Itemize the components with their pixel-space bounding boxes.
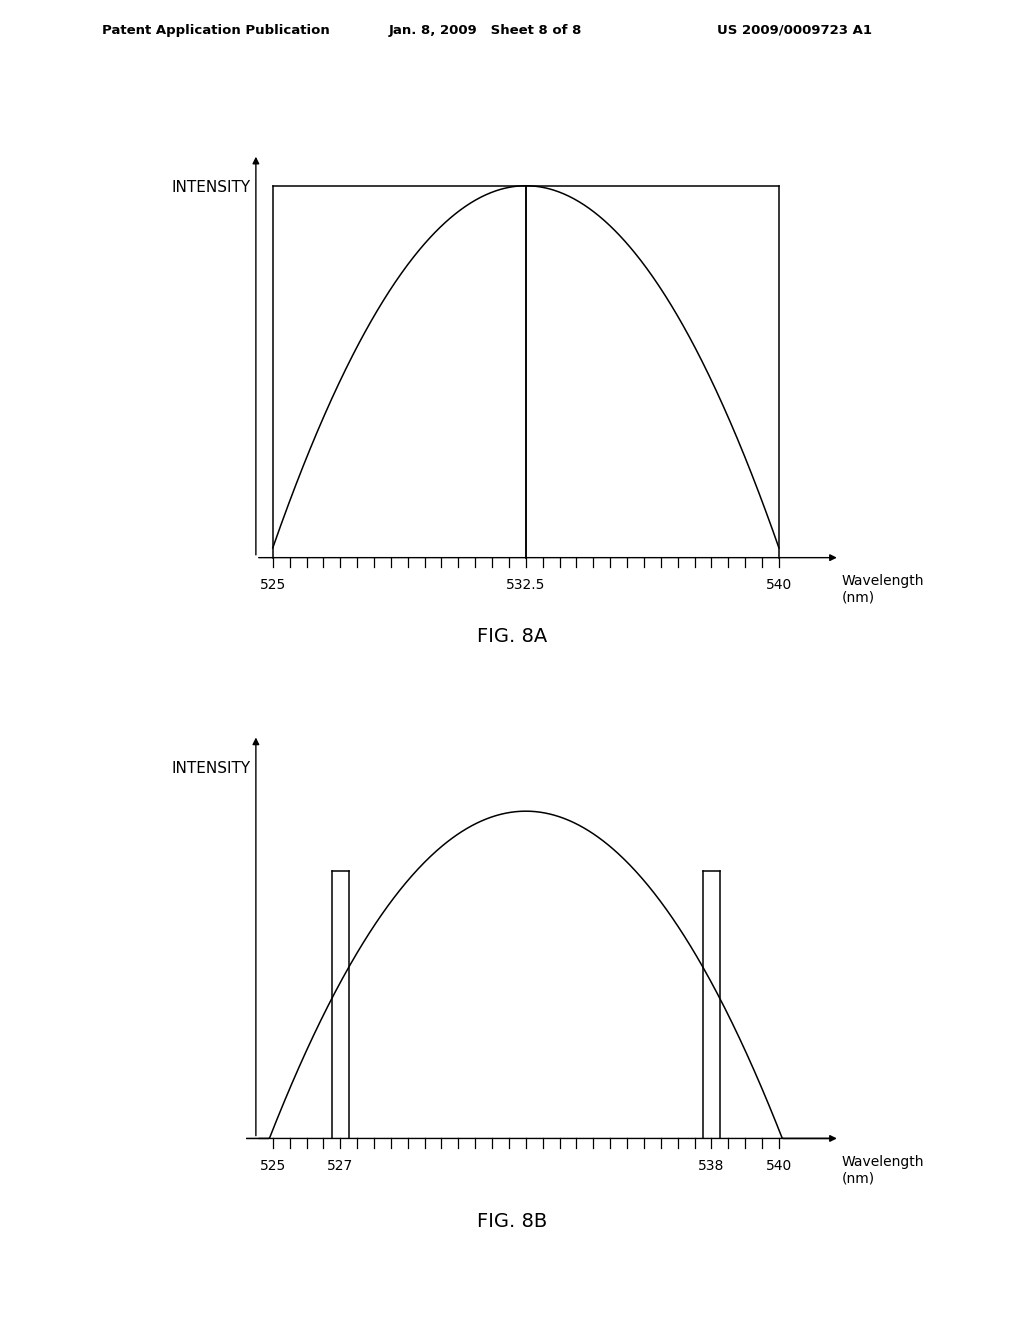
Text: Patent Application Publication: Patent Application Publication xyxy=(102,24,330,37)
Text: 532.5: 532.5 xyxy=(506,578,546,593)
Text: 538: 538 xyxy=(698,1159,725,1173)
Text: Wavelength
(nm): Wavelength (nm) xyxy=(842,574,924,605)
Text: FIG. 8A: FIG. 8A xyxy=(477,627,547,645)
Text: INTENSITY: INTENSITY xyxy=(172,181,251,195)
Text: 540: 540 xyxy=(766,578,792,593)
Text: 525: 525 xyxy=(260,578,286,593)
Text: 527: 527 xyxy=(327,1159,353,1173)
Text: 525: 525 xyxy=(260,1159,286,1173)
Text: Wavelength
(nm): Wavelength (nm) xyxy=(842,1155,924,1185)
Text: US 2009/0009723 A1: US 2009/0009723 A1 xyxy=(717,24,871,37)
Text: INTENSITY: INTENSITY xyxy=(172,762,251,776)
Text: FIG. 8B: FIG. 8B xyxy=(477,1212,547,1230)
Text: 540: 540 xyxy=(766,1159,792,1173)
Text: Jan. 8, 2009   Sheet 8 of 8: Jan. 8, 2009 Sheet 8 of 8 xyxy=(389,24,583,37)
